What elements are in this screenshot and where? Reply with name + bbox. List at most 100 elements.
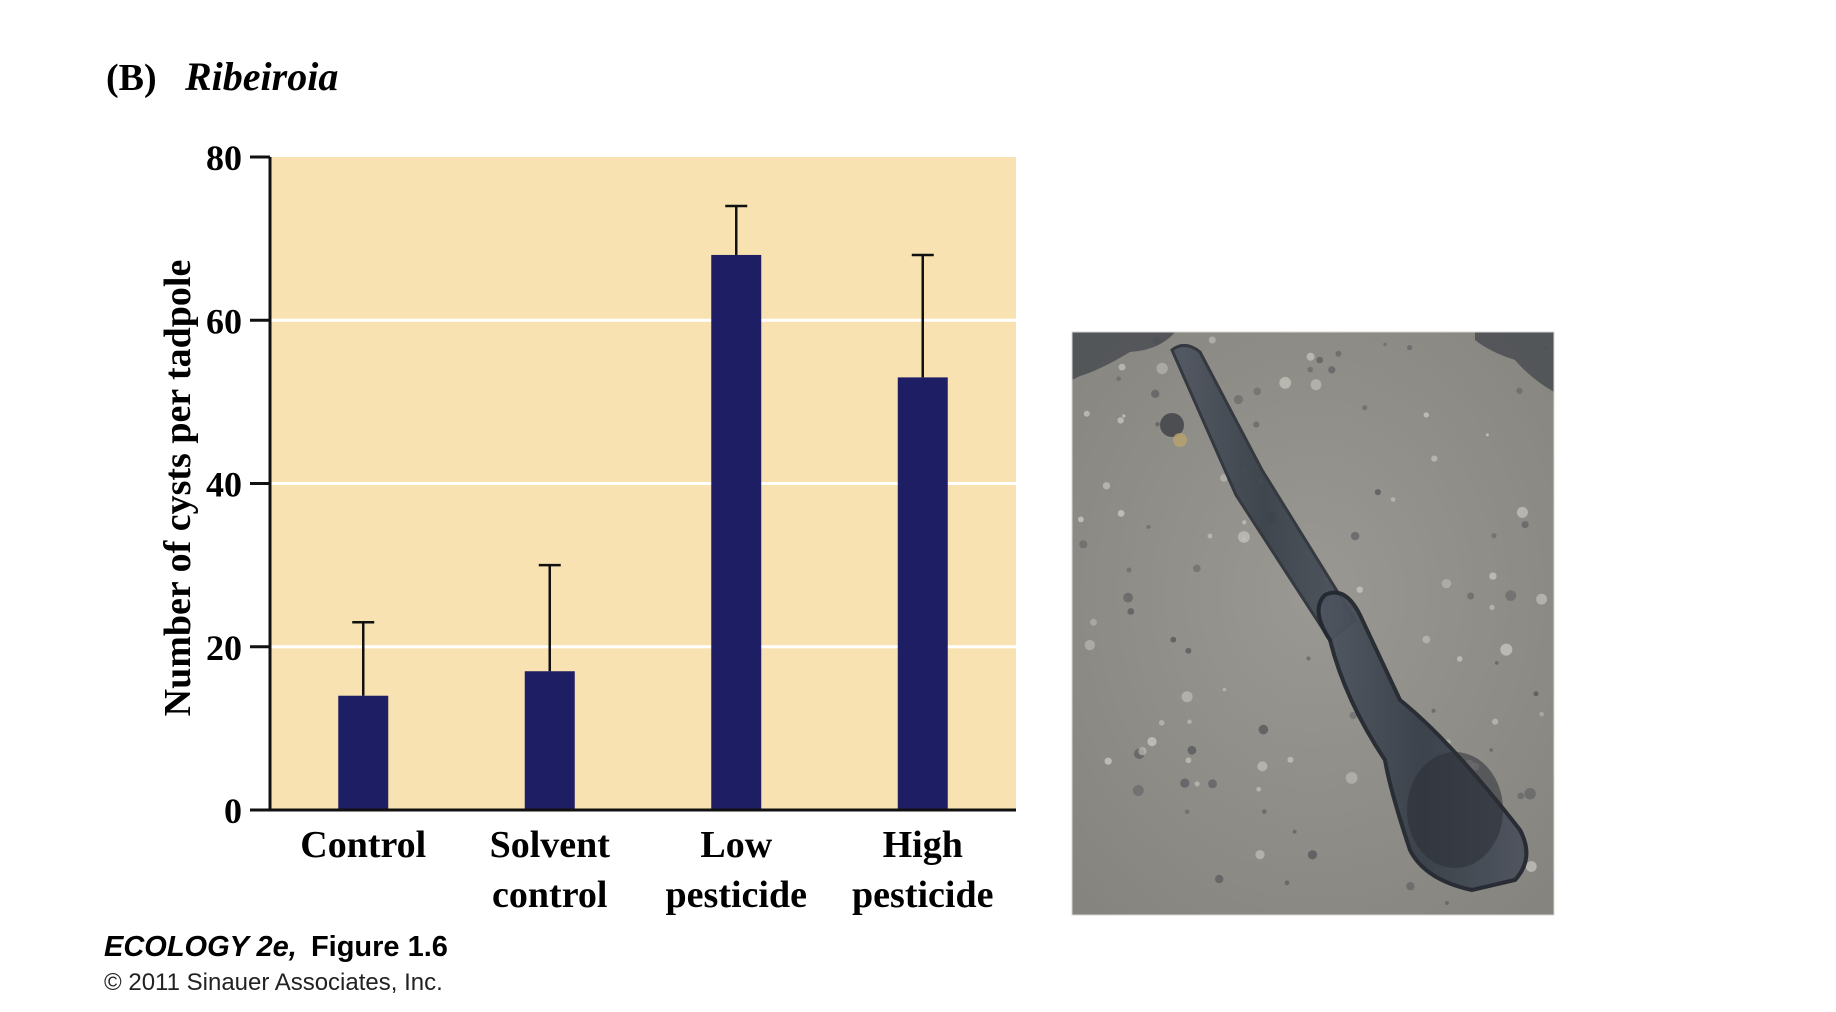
photo-particle — [1079, 540, 1088, 549]
credit-title: ECOLOGY 2e, Figure 1.6 — [104, 931, 448, 963]
photo-particle — [1350, 531, 1360, 541]
y-tick-label: 0 — [224, 791, 242, 831]
y-tick-label: 80 — [206, 138, 242, 178]
photo-particle — [1533, 691, 1539, 697]
photo-particle — [1374, 489, 1381, 496]
photo-particle — [1516, 506, 1528, 518]
x-tick-label: Solvent — [490, 824, 611, 866]
y-tick-label: 60 — [206, 301, 242, 341]
y-axis-title: Number of cysts per tadpole — [157, 260, 199, 717]
photo-particle — [1122, 414, 1126, 418]
photo-particle — [1102, 482, 1111, 490]
panel-label: (B) — [106, 57, 157, 99]
photo-particle — [1242, 520, 1247, 525]
credit-copyright: © 2011 Sinauer Associates, Inc. — [104, 969, 443, 996]
photo-particle — [1517, 792, 1525, 800]
photo-particle — [1307, 366, 1313, 373]
photo-particle — [1306, 352, 1315, 361]
photo-particle — [1345, 772, 1358, 784]
photo-particle — [1123, 592, 1133, 603]
photo-particle — [1155, 422, 1160, 427]
photo-particle — [1489, 604, 1495, 611]
photo-particle — [1215, 874, 1224, 884]
photo-particle — [1116, 376, 1121, 382]
photo-particle — [1126, 567, 1132, 573]
bar — [897, 377, 948, 810]
bar — [524, 671, 575, 810]
photo-particle — [1238, 531, 1250, 543]
credit-book: ECOLOGY 2e, — [104, 931, 297, 963]
photo-particle — [1185, 757, 1192, 764]
photo-particle — [1456, 656, 1463, 662]
photo-particle — [1431, 708, 1436, 713]
photo-particle — [1356, 586, 1364, 593]
photo-particle — [1407, 345, 1413, 351]
x-tick-label: pesticide — [666, 874, 807, 916]
x-tick-label: pesticide — [852, 874, 993, 916]
photo-particle — [1158, 720, 1165, 726]
photo-particle — [1207, 533, 1213, 539]
photo-particle — [1170, 636, 1177, 643]
photo-particle — [1539, 712, 1544, 717]
error-bars — [352, 204, 934, 696]
photo-particle — [1467, 592, 1475, 600]
photo-particle — [1284, 880, 1290, 886]
photo-particle — [1306, 656, 1311, 661]
photo-particle — [1220, 474, 1228, 482]
x-axis-labels: Control Solvent control Low pesticide High pes… — [300, 824, 993, 916]
panel-title: Ribeiroia — [184, 54, 338, 99]
photo-particle — [1316, 356, 1323, 364]
photo-particle — [1181, 691, 1193, 703]
photo-particle — [1084, 639, 1096, 651]
photo-particle — [1083, 410, 1090, 417]
photo-particle — [1292, 829, 1297, 834]
photo-particle — [1444, 901, 1449, 905]
photo-particle — [1335, 350, 1342, 357]
photo-particle — [1117, 510, 1125, 517]
photo-particle — [1194, 781, 1200, 787]
bar — [711, 254, 762, 810]
photo-particle — [1423, 412, 1430, 418]
photo-particle — [1090, 618, 1097, 626]
y-tick-label: 20 — [206, 628, 242, 668]
photo-particle — [1310, 379, 1322, 391]
photo-particle — [1146, 524, 1151, 529]
parasite-micrograph-icon — [1071, 331, 1555, 916]
photo-particle — [1525, 861, 1537, 872]
photo-particle — [1485, 433, 1489, 437]
photo-particle — [1222, 687, 1227, 692]
bar-chart: 0 20 40 60 80 Control Solvent control Low pestic… — [157, 138, 1016, 916]
photo-particle — [1390, 497, 1396, 502]
photo-particle — [1279, 377, 1292, 389]
gridlines — [270, 318, 1016, 649]
x-tick-label: Control — [300, 824, 426, 866]
photo-particle — [1521, 521, 1529, 529]
x-tick-label: control — [492, 874, 607, 916]
photo-particle — [1184, 809, 1190, 815]
photo-particle — [1193, 564, 1201, 573]
photo-particle — [1257, 761, 1268, 772]
photo-particle — [1307, 850, 1318, 860]
photo-particle — [1524, 788, 1536, 800]
photo-particle — [1422, 635, 1431, 644]
photo-particle — [1104, 757, 1112, 765]
y-tick-label: 40 — [206, 465, 242, 505]
photo-particle — [1118, 363, 1126, 371]
photo-particle — [1489, 572, 1497, 580]
photo-particle — [1262, 809, 1267, 814]
credit-figure: Figure 1.6 — [311, 931, 448, 963]
bars — [338, 254, 948, 810]
photo-particle — [1349, 711, 1358, 720]
photo-particle — [1362, 405, 1368, 411]
photo-particle — [1406, 882, 1415, 891]
photo-particle — [1256, 786, 1261, 792]
photo-particle — [1208, 336, 1216, 344]
photo-particle — [1489, 748, 1493, 752]
photo-particle — [1180, 778, 1190, 788]
photo-particle — [1255, 850, 1265, 860]
photo-particle — [1233, 394, 1243, 405]
photo-particle — [1287, 756, 1294, 763]
photo-particle — [1147, 737, 1157, 747]
x-tick-label: Low — [700, 824, 772, 866]
photo-particle — [1187, 745, 1197, 755]
